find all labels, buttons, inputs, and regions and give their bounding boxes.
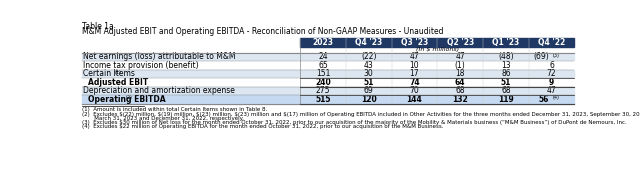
Bar bbox=[81, 87, 575, 95]
Text: Net earnings (loss) attributable to M&M: Net earnings (loss) attributable to M&M bbox=[83, 52, 236, 61]
Text: Q2 '23: Q2 '23 bbox=[447, 38, 474, 47]
Text: 51: 51 bbox=[500, 78, 511, 87]
Text: 56: 56 bbox=[539, 95, 549, 104]
Text: 18: 18 bbox=[456, 69, 465, 78]
Text: (3): (3) bbox=[552, 53, 559, 58]
Text: 24: 24 bbox=[318, 52, 328, 61]
Text: 86: 86 bbox=[501, 69, 511, 78]
Text: Q3 '23: Q3 '23 bbox=[401, 38, 428, 47]
Text: 74: 74 bbox=[409, 78, 420, 87]
Text: 10: 10 bbox=[410, 61, 419, 70]
Text: 144: 144 bbox=[406, 95, 422, 104]
Text: 119: 119 bbox=[498, 95, 514, 104]
Text: 30: 30 bbox=[364, 69, 374, 78]
Text: 275: 275 bbox=[316, 86, 330, 95]
Text: 64: 64 bbox=[455, 78, 465, 87]
Text: Adjusted EBIT: Adjusted EBIT bbox=[88, 78, 148, 87]
Text: March 31, 2023 and December 31, 2022, respectively.: March 31, 2023 and December 31, 2022, re… bbox=[81, 116, 243, 121]
Text: 72: 72 bbox=[547, 69, 556, 78]
Text: (48): (48) bbox=[498, 52, 514, 61]
Text: (69): (69) bbox=[534, 52, 549, 61]
Text: 65: 65 bbox=[318, 61, 328, 70]
Text: 240: 240 bbox=[315, 78, 331, 87]
Text: 69: 69 bbox=[364, 86, 374, 95]
Text: (2)  Excludes $(22) million, $(19) million, $(23) million, $(23) million and $(1: (2) Excludes $(22) million, $(19) millio… bbox=[81, 112, 640, 117]
Text: 68: 68 bbox=[455, 86, 465, 95]
Text: Depreciation and amortization expense: Depreciation and amortization expense bbox=[83, 86, 235, 95]
Text: (1)  Amount is included within total Certain Items shown in Table 8.: (1) Amount is included within total Cert… bbox=[81, 107, 267, 112]
Text: 17: 17 bbox=[410, 69, 419, 78]
Text: 6: 6 bbox=[549, 61, 554, 70]
Text: (4)  Excludes $22 million of Operating EBITDA for the month ended October 31, 20: (4) Excludes $22 million of Operating EB… bbox=[81, 124, 443, 129]
Text: 70: 70 bbox=[410, 86, 419, 95]
Text: 2023: 2023 bbox=[312, 38, 333, 47]
Text: (1): (1) bbox=[115, 70, 121, 75]
Text: 151: 151 bbox=[316, 69, 330, 78]
Text: (3)  Excludes $30 million of Net loss for the month ended October 31, 2022, prio: (3) Excludes $30 million of Net loss for… bbox=[81, 120, 627, 125]
Text: (2): (2) bbox=[126, 95, 133, 100]
Text: 43: 43 bbox=[364, 61, 374, 70]
Text: (4): (4) bbox=[552, 95, 559, 100]
Text: (22): (22) bbox=[361, 52, 376, 61]
Text: 515: 515 bbox=[316, 95, 331, 104]
Text: 47: 47 bbox=[455, 52, 465, 61]
Bar bbox=[81, 61, 575, 70]
Text: 47: 47 bbox=[547, 86, 556, 95]
Text: (1): (1) bbox=[455, 61, 465, 70]
Text: 9: 9 bbox=[549, 78, 554, 87]
Text: M&M Adjusted EBIT and Operating EBITDA - Reconciliation of Non-GAAP Measures - U: M&M Adjusted EBIT and Operating EBITDA -… bbox=[81, 27, 443, 36]
Text: 51: 51 bbox=[364, 78, 374, 87]
Text: Q4 '23: Q4 '23 bbox=[355, 38, 382, 47]
Text: (In $ millions): (In $ millions) bbox=[416, 47, 459, 52]
Text: Table 1a: Table 1a bbox=[81, 22, 113, 31]
Bar bbox=[300, 38, 575, 46]
Text: Income tax provision (benefit): Income tax provision (benefit) bbox=[83, 61, 199, 70]
Bar bbox=[81, 95, 575, 103]
Text: 13: 13 bbox=[501, 61, 511, 70]
Text: Operating EBITDA: Operating EBITDA bbox=[88, 95, 165, 104]
Text: Q1 '23: Q1 '23 bbox=[492, 38, 520, 47]
Text: Q4 '22: Q4 '22 bbox=[538, 38, 565, 47]
Text: 132: 132 bbox=[452, 95, 468, 104]
Text: Certain Items: Certain Items bbox=[83, 69, 135, 78]
Text: 68: 68 bbox=[501, 86, 511, 95]
Bar bbox=[81, 78, 575, 87]
Text: 47: 47 bbox=[410, 52, 419, 61]
Bar bbox=[81, 53, 575, 61]
Bar bbox=[81, 70, 575, 78]
Text: 120: 120 bbox=[361, 95, 376, 104]
